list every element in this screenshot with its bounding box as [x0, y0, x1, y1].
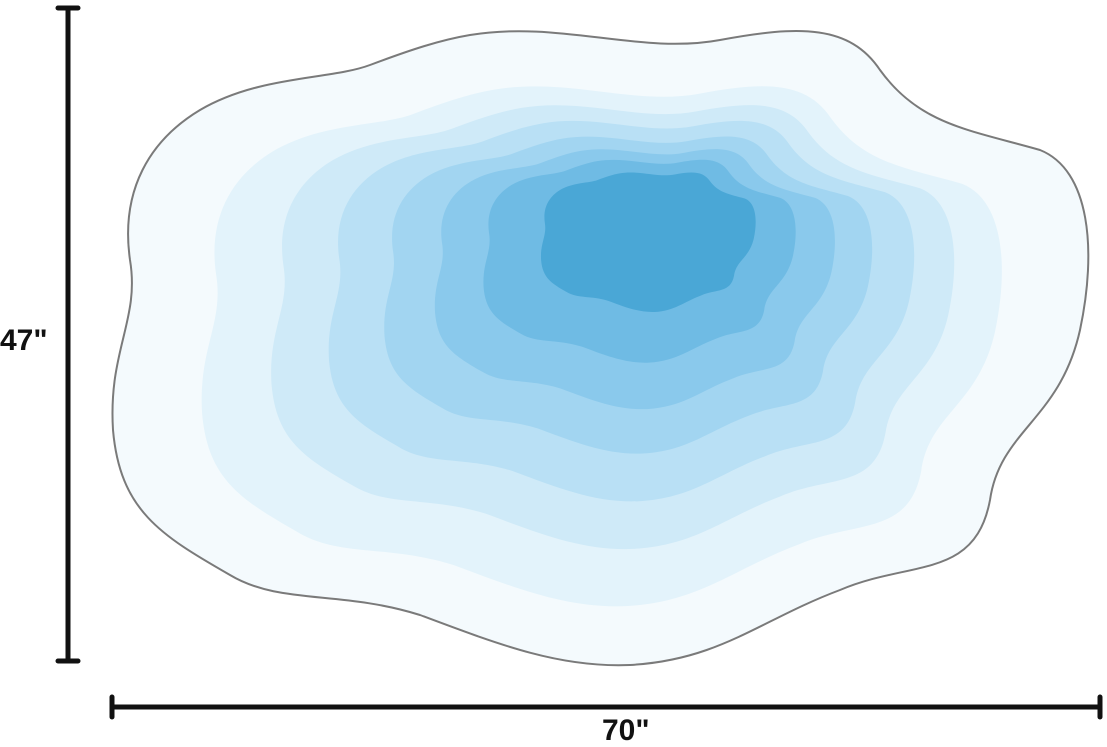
height-measure-line: [55, 5, 81, 664]
rug-rings: [112, 31, 1089, 666]
width-dimension-label: 70": [602, 714, 650, 747]
width-measure-line: [109, 694, 1103, 720]
height-dimension-label: 47": [0, 324, 48, 357]
